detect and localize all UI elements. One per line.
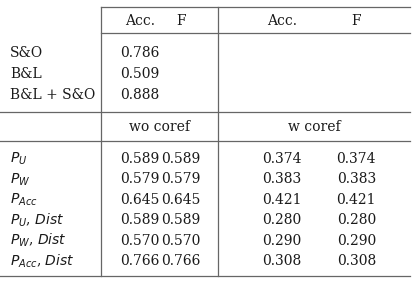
Text: 0.374: 0.374 — [337, 152, 376, 166]
Text: F: F — [351, 14, 361, 28]
Text: 0.509: 0.509 — [120, 67, 159, 81]
Text: B&L: B&L — [10, 67, 42, 81]
Text: 0.308: 0.308 — [337, 254, 376, 268]
Text: 0.290: 0.290 — [337, 234, 376, 248]
Text: 0.308: 0.308 — [262, 254, 301, 268]
Text: 0.421: 0.421 — [262, 193, 301, 207]
Text: 0.290: 0.290 — [262, 234, 301, 248]
Text: $P_{Acc}$, $\mathit{Dist}$: $P_{Acc}$, $\mathit{Dist}$ — [10, 252, 75, 270]
Text: w coref: w coref — [288, 120, 340, 134]
Text: 0.383: 0.383 — [337, 172, 376, 186]
Text: 0.589: 0.589 — [120, 213, 159, 227]
Text: 0.579: 0.579 — [161, 172, 201, 186]
Text: $P_U$: $P_U$ — [10, 151, 28, 168]
Text: wo coref: wo coref — [129, 120, 190, 134]
Text: 0.374: 0.374 — [262, 152, 301, 166]
Text: Acc.: Acc. — [125, 14, 154, 28]
Text: Acc.: Acc. — [267, 14, 297, 28]
Text: 0.645: 0.645 — [120, 193, 159, 207]
Text: 0.421: 0.421 — [337, 193, 376, 207]
Text: 0.570: 0.570 — [161, 234, 201, 248]
Text: 0.766: 0.766 — [161, 254, 201, 268]
Text: $P_{Acc}$: $P_{Acc}$ — [10, 192, 38, 208]
Text: S&O: S&O — [10, 46, 43, 60]
Text: 0.280: 0.280 — [262, 213, 301, 227]
Text: 0.786: 0.786 — [120, 46, 159, 60]
Text: $P_W$, $\mathit{Dist}$: $P_W$, $\mathit{Dist}$ — [10, 232, 67, 249]
Text: 0.589: 0.589 — [161, 213, 200, 227]
Text: F: F — [176, 14, 185, 28]
Text: B&L + S&O: B&L + S&O — [10, 88, 96, 102]
Text: $P_W$: $P_W$ — [10, 171, 30, 188]
Text: 0.383: 0.383 — [262, 172, 301, 186]
Text: 0.570: 0.570 — [120, 234, 159, 248]
Text: 0.280: 0.280 — [337, 213, 376, 227]
Text: 0.888: 0.888 — [120, 88, 159, 102]
Text: 0.766: 0.766 — [120, 254, 159, 268]
Text: $P_U$, $\mathit{Dist}$: $P_U$, $\mathit{Dist}$ — [10, 212, 65, 229]
Text: 0.589: 0.589 — [120, 152, 159, 166]
Text: 0.645: 0.645 — [161, 193, 201, 207]
Text: 0.579: 0.579 — [120, 172, 159, 186]
Text: 0.589: 0.589 — [161, 152, 200, 166]
